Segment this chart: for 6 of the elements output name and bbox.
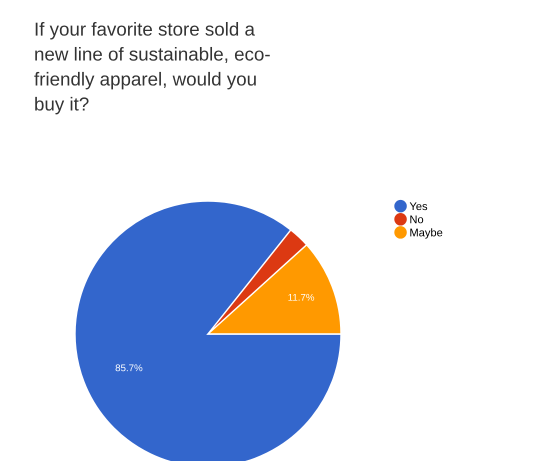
legend-label: No bbox=[410, 216, 424, 224]
chart-title: If your favorite store sold a new line of sustainable, eco- friendly apparel, would you buy it? bbox=[34, 22, 270, 114]
legend-label: Maybe bbox=[410, 228, 442, 239]
data-label: 11.7% bbox=[288, 294, 314, 301]
data-label: 85.7% bbox=[116, 364, 142, 372]
legend-label: Yes bbox=[410, 202, 428, 210]
